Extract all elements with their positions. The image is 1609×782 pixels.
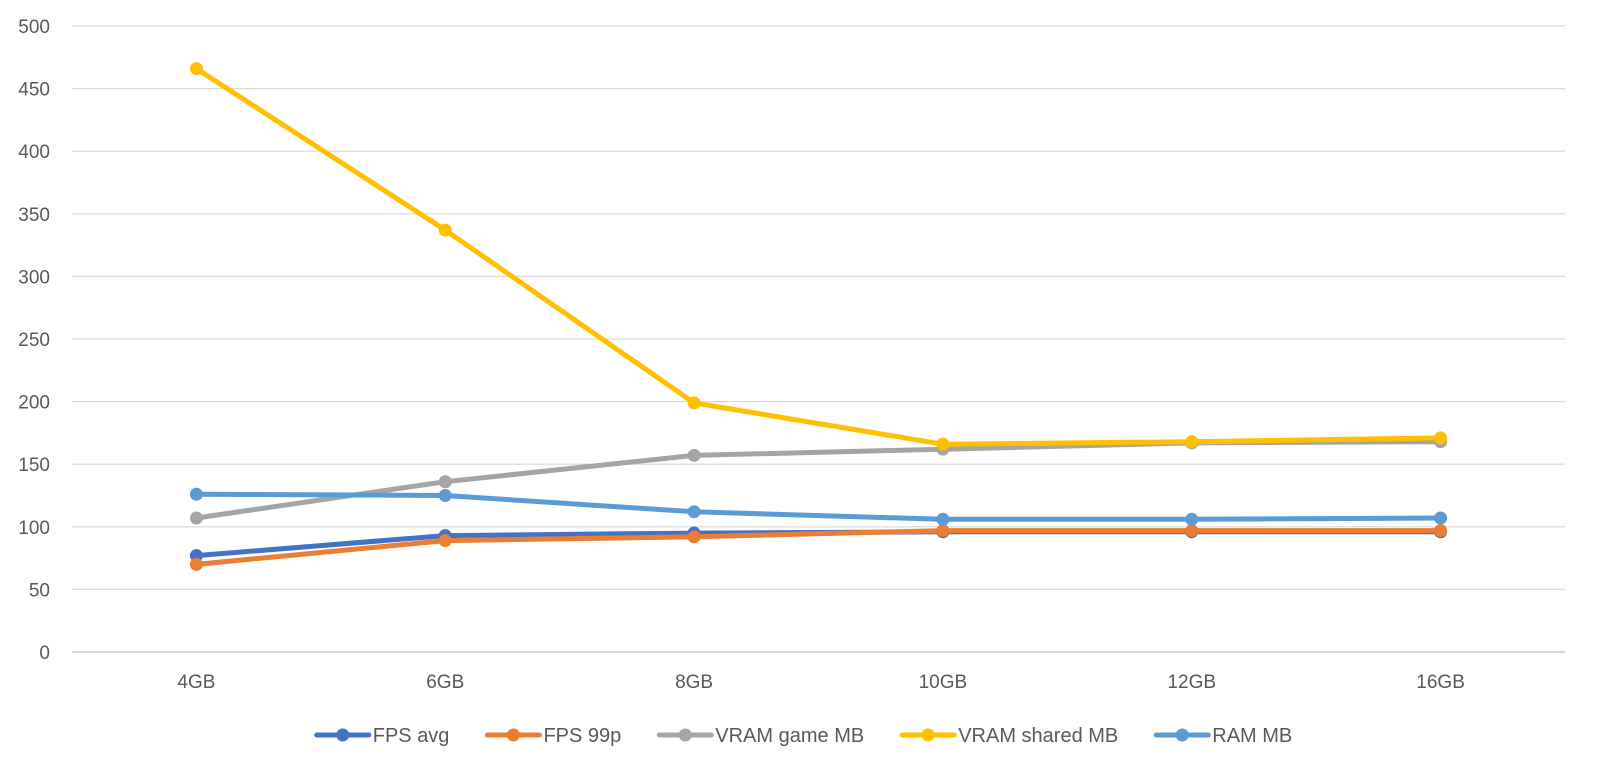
x-tick-label: 16GB xyxy=(1416,672,1465,693)
y-tick-label: 400 xyxy=(18,142,50,163)
legend-label: VRAM shared MB xyxy=(958,725,1118,747)
series-ram-mb xyxy=(189,487,1448,526)
data-point xyxy=(687,505,701,519)
legend-item-vram-shared-mb: VRAM shared MB xyxy=(899,725,1118,747)
data-point xyxy=(1185,512,1199,526)
x-tick-label: 8GB xyxy=(675,672,713,693)
data-point xyxy=(189,557,203,571)
x-tick-label: 12GB xyxy=(1167,672,1216,693)
data-point xyxy=(1185,524,1199,538)
data-point xyxy=(1434,511,1448,525)
series-fps-99p xyxy=(189,524,1448,571)
legend-item-vram-game-mb: VRAM game MB xyxy=(656,725,864,747)
legend-swatch-marker xyxy=(336,728,350,742)
legend-swatch-marker xyxy=(506,728,520,742)
data-point xyxy=(189,487,203,501)
legend-swatch-marker xyxy=(921,728,935,742)
series-vram-game-mb xyxy=(189,435,1448,525)
series-lines xyxy=(189,62,1448,571)
data-point xyxy=(687,530,701,544)
y-tick-label: 200 xyxy=(18,393,50,414)
y-tick-label: 350 xyxy=(18,205,50,226)
y-tick-label: 50 xyxy=(29,580,50,601)
data-point xyxy=(189,511,203,525)
series-line-ram-mb xyxy=(193,491,1444,522)
data-point xyxy=(438,223,452,237)
series-line-fps-99p xyxy=(193,528,1444,567)
data-point xyxy=(687,448,701,462)
legend: FPS avg FPS 99p VRAM game MB VRAM shared MB… xyxy=(314,725,1292,747)
data-point xyxy=(936,512,950,526)
legend-label: FPS 99p xyxy=(543,725,621,747)
x-tick-label: 6GB xyxy=(426,672,464,693)
x-tick-label: 4GB xyxy=(177,672,215,693)
series-line-vram-shared-mb xyxy=(193,66,1444,447)
y-tick-label: 500 xyxy=(18,17,50,38)
y-tick-label: 300 xyxy=(18,267,50,288)
data-point xyxy=(1185,435,1199,449)
series-vram-shared-mb xyxy=(189,62,1448,451)
data-point xyxy=(936,437,950,451)
data-point xyxy=(1434,524,1448,538)
y-tick-label: 0 xyxy=(39,643,50,664)
data-point xyxy=(1434,431,1448,445)
data-point xyxy=(438,475,452,489)
series-line-vram-game-mb xyxy=(193,439,1444,521)
legend-label: RAM MB xyxy=(1212,725,1292,747)
legend-label: FPS avg xyxy=(373,725,450,747)
x-tick-label: 10GB xyxy=(919,672,968,693)
legend-item-ram-mb: RAM MB xyxy=(1153,725,1292,747)
data-point xyxy=(936,524,950,538)
y-tick-label: 450 xyxy=(18,80,50,101)
legend-item-fps-99p: FPS 99p xyxy=(484,725,621,747)
legend-label: VRAM game MB xyxy=(715,725,864,747)
legend-item-fps-avg: FPS avg xyxy=(314,725,450,747)
y-tick-label: 150 xyxy=(18,455,50,476)
legend-swatch-marker xyxy=(1175,728,1189,742)
y-axis: 0 50 100 150 200 250 300 350 400 450 500 xyxy=(18,17,50,664)
data-point xyxy=(438,534,452,548)
legend-swatch-marker xyxy=(678,728,692,742)
data-point xyxy=(189,62,203,76)
y-tick-label: 250 xyxy=(18,330,50,351)
data-point xyxy=(687,396,701,410)
gridlines xyxy=(72,25,1565,653)
x-axis: 4GB 6GB 8GB 10GB 12GB 16GB xyxy=(177,672,1464,693)
data-point xyxy=(438,489,452,502)
y-tick-label: 100 xyxy=(18,518,50,539)
